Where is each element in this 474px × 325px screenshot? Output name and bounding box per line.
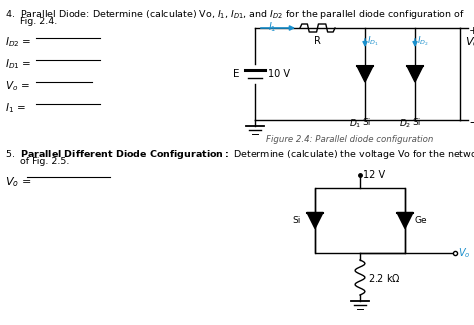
Text: $I_{D_2}$: $I_{D_2}$ — [417, 34, 429, 47]
Text: R: R — [314, 36, 320, 46]
Text: Figure 2.4: Parallel diode configuration: Figure 2.4: Parallel diode configuration — [266, 135, 434, 144]
Polygon shape — [357, 66, 373, 82]
Text: $D_1$: $D_1$ — [349, 118, 362, 131]
Text: $V_o$ =: $V_o$ = — [5, 175, 31, 189]
Polygon shape — [307, 213, 323, 228]
Text: Ge: Ge — [415, 216, 428, 225]
Text: $I_{D2}$ =: $I_{D2}$ = — [5, 35, 31, 49]
Text: 10 V: 10 V — [268, 69, 290, 79]
Text: Si: Si — [362, 118, 370, 127]
Text: of Fig. 2.5.: of Fig. 2.5. — [5, 157, 69, 166]
Bar — [315, 188, 405, 253]
Text: Si: Si — [412, 118, 420, 127]
Polygon shape — [407, 66, 423, 82]
Polygon shape — [397, 213, 413, 228]
Text: $I_1$: $I_1$ — [268, 20, 276, 34]
Text: 4.  Parallel Diode: Determine (calculate) Vo, $I_1$, $I_{D1}$, and $I_{D2}$ for : 4. Parallel Diode: Determine (calculate)… — [5, 8, 465, 21]
Text: $I_{D_1}$: $I_{D_1}$ — [367, 34, 379, 47]
Text: Fig. 2.4.: Fig. 2.4. — [5, 17, 57, 26]
Text: E: E — [234, 69, 240, 79]
Text: Si: Si — [292, 216, 301, 225]
Text: $D_2$: $D_2$ — [399, 118, 411, 131]
Text: 5.  $\mathbf{Parallel\ Different\ Diode\ Configuration:}$ Determine (calculate) : 5. $\mathbf{Parallel\ Different\ Diode\ … — [5, 148, 474, 161]
Text: 2.2 k$\Omega$: 2.2 k$\Omega$ — [368, 271, 401, 283]
Text: +: + — [469, 26, 474, 36]
Text: $V_o$: $V_o$ — [465, 35, 474, 49]
Text: –: – — [469, 116, 474, 129]
Text: 12 V: 12 V — [363, 170, 385, 180]
Text: $V_o$ =: $V_o$ = — [5, 79, 30, 93]
Text: $I_{D1}$ =: $I_{D1}$ = — [5, 57, 31, 71]
Text: $I_1$ =: $I_1$ = — [5, 101, 26, 115]
Text: $V_o$: $V_o$ — [458, 246, 471, 260]
